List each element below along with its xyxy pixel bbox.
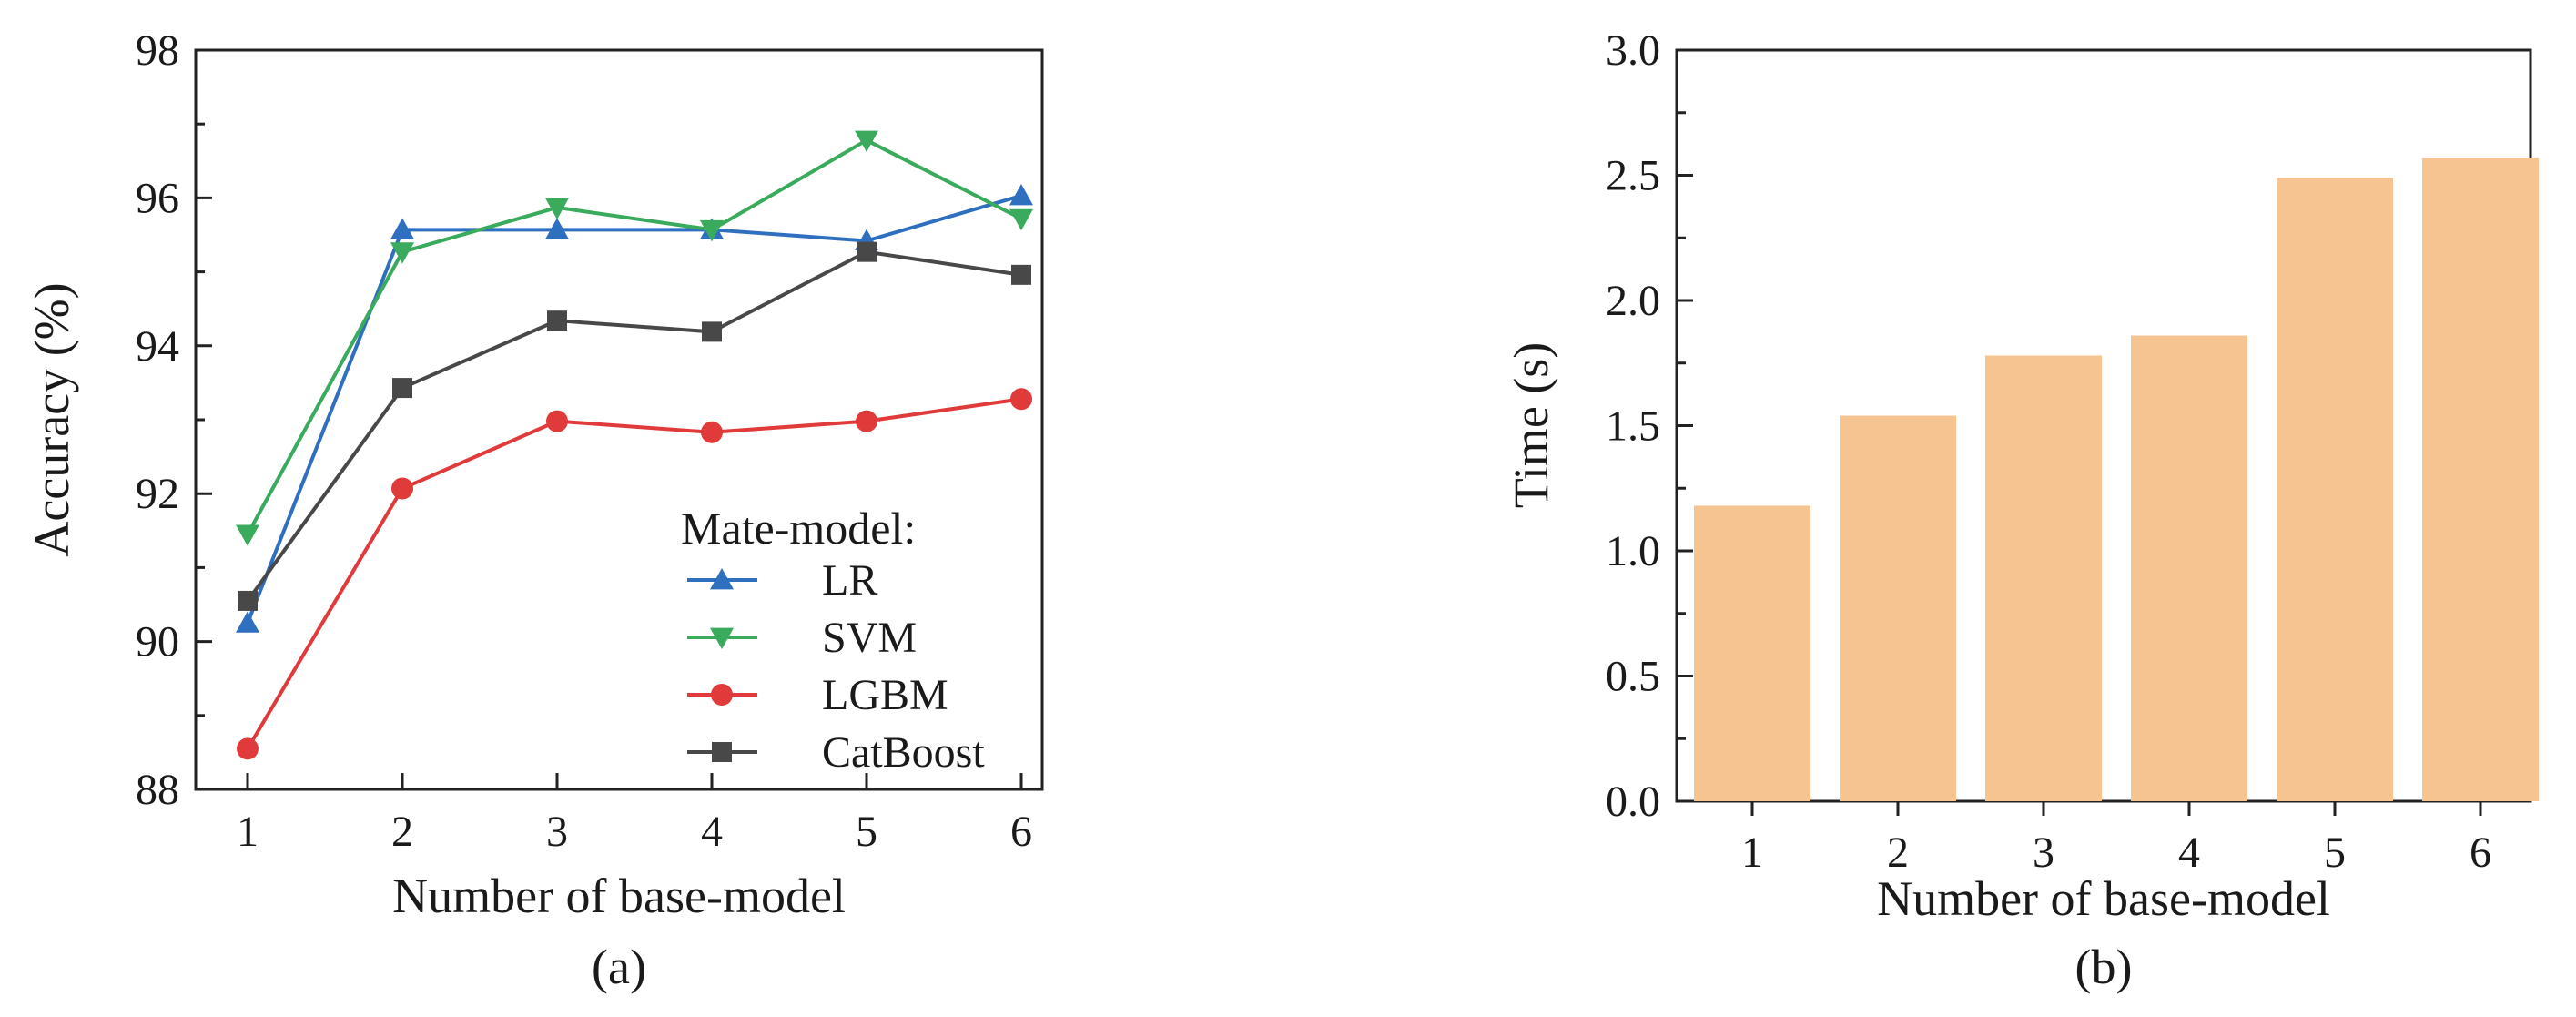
- y-tick-label: 0.0: [1606, 778, 1660, 826]
- y-tick-label: 92: [136, 470, 179, 518]
- x-tick-label: 2: [1887, 829, 1909, 877]
- x-tick-label: 4: [701, 808, 723, 856]
- legend-marker: [712, 742, 732, 762]
- data-point-catboost: [702, 321, 722, 342]
- y-tick-label: 0.5: [1606, 653, 1660, 701]
- bar-4: [2131, 335, 2247, 801]
- y-tick-label: 1.5: [1606, 402, 1660, 451]
- panel-caption: (a): [592, 940, 646, 994]
- data-point-svm: [545, 198, 569, 219]
- series-line-svm: [246, 137, 1022, 535]
- accuracy-line-chart: 88 90 92 94 96 98 1 2 3 4 5 6 Mate-model:LR SVM LGBM…: [25, 26, 1044, 994]
- data-point-catboost: [392, 378, 412, 399]
- x-tick-label: 3: [2033, 829, 2054, 877]
- x-tick-label: 1: [237, 808, 259, 856]
- data-point-lr: [236, 611, 259, 633]
- x-axis-title: Number of base-model: [1877, 871, 2330, 926]
- bar-3: [1985, 355, 2102, 801]
- data-point-lr: [390, 218, 414, 239]
- series-line-catboost: [246, 249, 1022, 603]
- x-tick-label: 6: [2470, 829, 2491, 877]
- legend-title: Mate-model:: [681, 503, 916, 554]
- legend-marker: [710, 627, 734, 649]
- x-tick-label: 2: [391, 808, 413, 856]
- x-axis-title: Number of base-model: [392, 869, 846, 923]
- bar-6: [2422, 158, 2539, 801]
- data-point-lgbm: [1010, 388, 1032, 411]
- y-tick-label: 90: [136, 618, 179, 666]
- y-tick-label: 2.0: [1606, 277, 1660, 325]
- panel-caption: (b): [2075, 940, 2133, 994]
- data-point-lr: [1009, 183, 1033, 206]
- legend-label: LR: [822, 556, 877, 605]
- legend-marker: [711, 684, 733, 706]
- x-tick-label: 6: [1010, 808, 1032, 856]
- bar-2: [1840, 415, 1956, 801]
- y-tick-label: 98: [136, 26, 179, 75]
- data-point-lgbm: [237, 737, 259, 760]
- x-tick-label: 5: [856, 808, 877, 856]
- bar-1: [1694, 505, 1810, 801]
- data-point-lr: [545, 218, 569, 239]
- legend-label: LGBM: [822, 671, 948, 719]
- data-point-svm: [390, 242, 414, 264]
- data-point-lgbm: [701, 421, 723, 443]
- x-tick-label: 3: [546, 808, 568, 856]
- y-axis-title: Accuracy (%): [25, 282, 79, 556]
- y-tick-label: 1.0: [1606, 527, 1660, 575]
- y-tick-label: 88: [136, 766, 179, 814]
- series-line-lr: [246, 194, 1022, 625]
- data-point-catboost: [547, 310, 567, 331]
- x-tick-label: 5: [2324, 829, 2346, 877]
- data-point-svm: [700, 219, 724, 242]
- legend-label: SVM: [822, 614, 917, 662]
- data-point-catboost: [857, 241, 877, 262]
- data-point-catboost: [238, 590, 258, 611]
- data-point-catboost: [1011, 264, 1031, 285]
- data-point-lgbm: [856, 410, 877, 432]
- legend-marker: [710, 568, 734, 590]
- y-tick-label: 3.0: [1606, 26, 1660, 75]
- y-tick-label: 2.5: [1606, 152, 1660, 200]
- x-tick-label: 1: [1741, 829, 1763, 877]
- data-point-svm: [855, 130, 878, 153]
- data-point-svm: [236, 524, 259, 546]
- series-line-lgbm: [246, 397, 1022, 750]
- y-tick-label: 94: [136, 322, 179, 371]
- bar-5: [2277, 178, 2393, 801]
- data-point-svm: [1009, 208, 1033, 231]
- time-bar-chart: 0.0 0.5 1.0 1.5 2.0 2.5 3.0 1 2 3 4 5 6 Number of b…: [1504, 26, 2539, 994]
- x-tick-label: 4: [2178, 829, 2200, 877]
- y-axis-title: Time (s): [1504, 342, 1558, 509]
- data-point-lgbm: [546, 410, 568, 432]
- legend-label: CatBoost: [822, 728, 985, 777]
- y-tick-label: 96: [136, 174, 179, 222]
- data-point-lgbm: [391, 477, 413, 500]
